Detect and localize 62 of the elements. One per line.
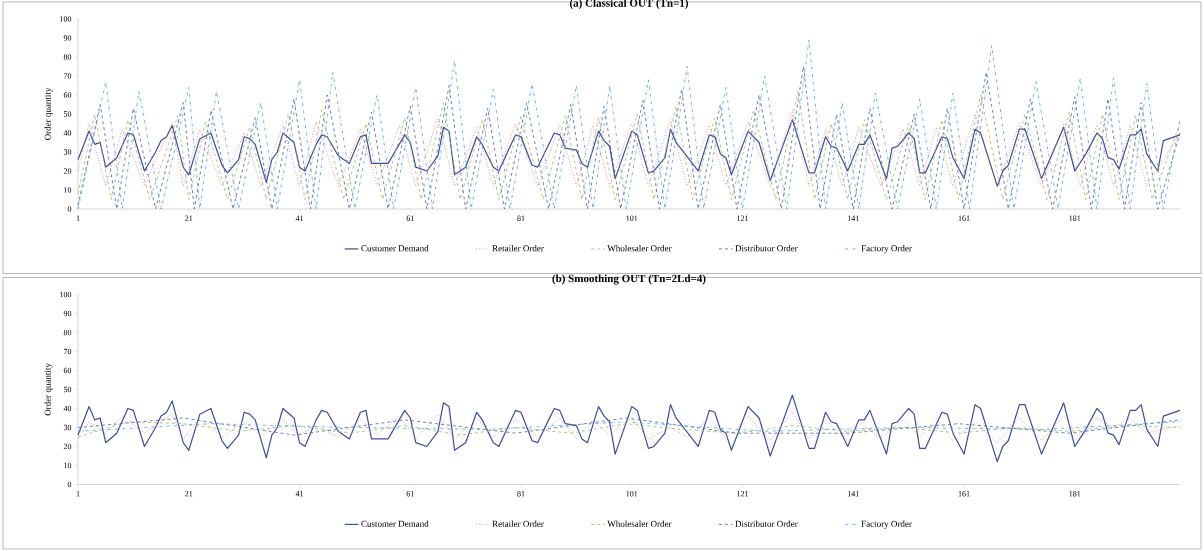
y-tick-label: 50: [63, 386, 72, 393]
y-tick-label: 40: [63, 130, 72, 136]
x-tick-label: 41: [295, 215, 304, 221]
x-tick-label: 161: [958, 215, 970, 221]
x-tick-label: 121: [737, 215, 749, 221]
line-series: [77, 411, 1181, 444]
x-tick-label: 141: [847, 215, 859, 221]
y-tick-label: 30: [63, 149, 72, 155]
y-tick-label: 80: [63, 54, 72, 60]
x-tick-label: 141: [847, 491, 859, 497]
legend-label: Factory Order: [861, 245, 912, 254]
legend-label: Customer Demand: [361, 520, 429, 527]
x-tick-label: 41: [295, 491, 304, 497]
y-tick-label: 20: [63, 168, 72, 174]
y-tick-label: 10: [64, 187, 72, 193]
line-series: [77, 394, 1181, 463]
y-tick-label: 90: [63, 310, 72, 317]
y-tick-label: 20: [63, 443, 72, 450]
y-tick-label: 0: [67, 206, 72, 212]
y-tick-label: 100: [60, 291, 72, 298]
line-series: [77, 421, 1181, 432]
legend-label: Wholesaler Order: [607, 520, 672, 527]
y-tick-label: 40: [63, 405, 72, 412]
x-tick-label: 61: [406, 215, 414, 221]
chart-title: (a) Classical OUT (Tn=1): [569, 0, 689, 9]
y-tick-label: 80: [63, 329, 72, 336]
y-tick-label: 0: [67, 481, 72, 488]
legend-label: Wholesaler Order: [607, 245, 672, 252]
y-tick-label: 70: [64, 348, 72, 355]
x-tick-label: 1: [76, 491, 80, 497]
x-tick-label: 181: [1069, 215, 1081, 221]
legend-label: Factory Order: [861, 520, 912, 529]
x-tick-label: 101: [626, 215, 638, 221]
y-tick-label: 100: [60, 16, 72, 22]
y-axis-title: Order quantity: [44, 363, 53, 416]
y-tick-label: 10: [64, 462, 72, 469]
y-tick-label: 90: [63, 35, 72, 41]
y-tick-label: 70: [64, 73, 72, 79]
x-tick-label: 21: [185, 491, 193, 497]
legend-label: Customer Demand: [361, 245, 429, 252]
y-tick-label: 60: [63, 92, 72, 98]
legend-label: Distributor Order: [735, 245, 798, 252]
x-tick-label: 21: [185, 215, 193, 221]
legend-label: Distributor Order: [735, 520, 798, 527]
x-tick-label: 1: [76, 215, 80, 221]
legend-label: Retailer Order: [492, 245, 544, 252]
chart-title: (b) Smoothing OUT (Tn=2Ld=4): [552, 274, 706, 285]
y-tick-label: 60: [63, 367, 72, 374]
legend-label: Retailer Order: [492, 520, 544, 527]
x-tick-label: 61: [406, 491, 414, 497]
x-tick-label: 81: [517, 215, 525, 221]
y-axis-title: Order quantity: [44, 87, 53, 140]
y-tick-label: 50: [63, 111, 72, 117]
line-series: [77, 417, 1181, 436]
x-tick-label: 101: [626, 491, 638, 497]
x-tick-label: 121: [737, 491, 749, 497]
line-series: [77, 90, 1181, 200]
x-tick-label: 161: [958, 491, 970, 497]
y-tick-label: 30: [63, 424, 72, 431]
line-series: [77, 421, 1181, 438]
x-tick-label: 81: [517, 491, 525, 497]
x-tick-label: 181: [1069, 491, 1081, 497]
